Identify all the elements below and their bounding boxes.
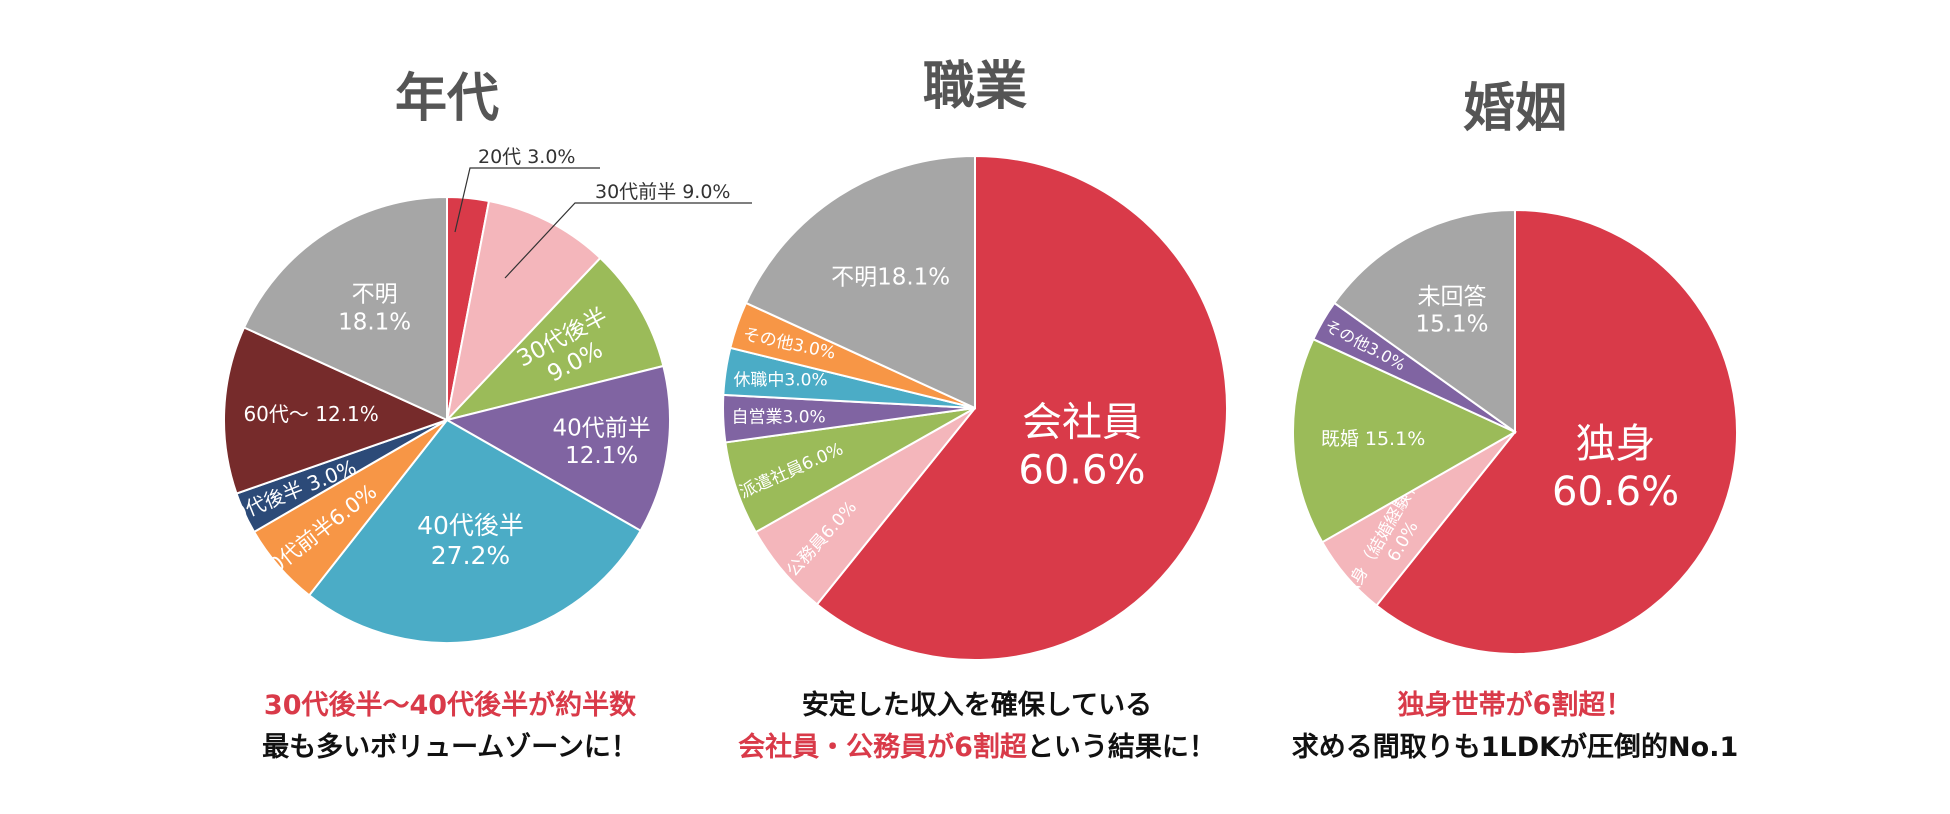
slice-label-2-4: 未回答 15.1% <box>1415 284 1488 338</box>
pie-slice-2-4 <box>1332 208 1516 434</box>
slice-label-0-8: 不明 18.1% <box>338 282 411 336</box>
slice-label-1-0: 会社員 60.6% <box>1018 400 1145 494</box>
chart-title-age: 年代 <box>395 69 499 129</box>
caption-marital-line2: 求める間取りも1LDKが圧倒的No.1 <box>1292 731 1739 763</box>
caption-occupation-line2-rest: という結果に！ <box>1027 731 1216 763</box>
caption-age-line2: 最も多いボリュームゾーンに！ <box>262 732 638 763</box>
pie-chart-occupation: 会社員 60.6%公務員6.0%派遣社員6.0%自営業3.0%休職中3.0%その他… <box>722 154 1228 661</box>
caption-occupation-line2-highlight: 会社員・公務員が6割超 <box>738 731 1028 763</box>
caption-age-line1: 30代後半～40代後半が約半数 <box>264 689 637 721</box>
pie-slice-0-1 <box>445 199 602 424</box>
caption-occupation-line1: 安定した収入を確保している <box>802 689 1152 721</box>
chart-title-marital: 婚姻 <box>1463 79 1567 139</box>
slice-label-0-1: 30代前半 9.0% <box>595 181 731 203</box>
slice-label-0-3: 40代前半 12.1% <box>552 416 650 470</box>
pie-slice-0-7 <box>223 326 450 495</box>
pie-slice-2-2 <box>1292 337 1518 544</box>
slice-label-0-0: 20代 3.0% <box>478 146 576 168</box>
pie-chart-age: 20代 3.0%30代前半 9.0%30代後半9.0%40代前半 12.1%40代… <box>218 146 752 644</box>
slice-label-1-4: 休職中3.0% <box>733 370 827 390</box>
slice-label-0-4: 40代後半 27.2% <box>417 511 524 570</box>
chart-title-occupation: 職業 <box>923 57 1027 117</box>
slice-label-1-3: 自営業3.0% <box>732 407 826 427</box>
pie-slice-0-8 <box>242 195 448 422</box>
pie-slice-0-4 <box>307 418 642 644</box>
slice-label-2-2: 既婚 15.1% <box>1321 428 1425 450</box>
pie-slice-0-2 <box>443 256 665 422</box>
slice-label-0-7: 60代～ 12.1% <box>243 402 378 426</box>
caption-marital-line1: 独身世帯が6割超！ <box>1398 689 1633 721</box>
pie-slice-2-0 <box>1375 208 1738 655</box>
callout-line-0-1 <box>504 202 752 279</box>
pie-chart-marital: 独身 60.6%独身（結婚経験有）6.0%既婚 15.1%その他3.0%未回答 15… <box>1292 208 1738 655</box>
pie-slice-1-0 <box>815 154 1228 661</box>
pie-slice-0-3 <box>444 364 671 533</box>
pie-slice-1-6 <box>744 154 976 410</box>
caption-occupation-line2: 会社員・公務員が6割超という結果に！ <box>738 731 1216 763</box>
slice-label-2-0: 独身 60.6% <box>1552 421 1679 515</box>
callout-line-0-0 <box>454 167 600 233</box>
slice-label-1-6: 不明18.1% <box>831 265 950 291</box>
